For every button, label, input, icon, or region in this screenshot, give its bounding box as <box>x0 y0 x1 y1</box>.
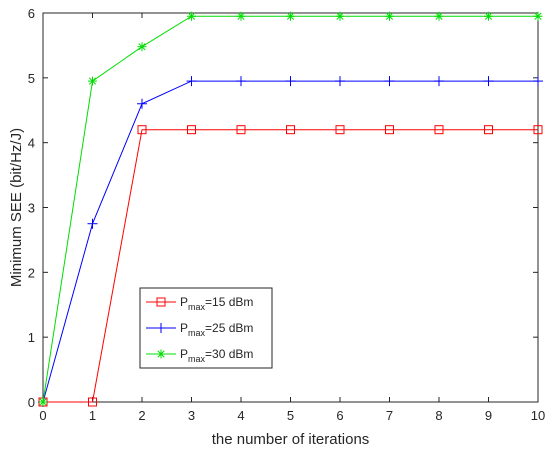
series-3 <box>38 11 543 407</box>
y-tick-label: 4 <box>28 136 35 151</box>
y-tick-label: 3 <box>28 201 35 216</box>
legend-label-suffix: =25 dBm <box>205 321 253 335</box>
x-tick-label: 0 <box>39 408 46 423</box>
legend-label-suffix: =30 dBm <box>205 347 253 361</box>
legend-label: Pmax=30 dBm <box>180 347 253 364</box>
data-point-square <box>236 125 246 135</box>
data-point-square <box>88 397 97 407</box>
data-point-asterisk <box>484 11 493 21</box>
x-tick-label: 8 <box>435 408 442 423</box>
data-point-asterisk <box>156 349 166 359</box>
data-point-asterisk <box>286 11 295 21</box>
x-tick-label: 10 <box>531 408 545 423</box>
data-point-square <box>533 125 543 135</box>
x-tick-label: 9 <box>485 408 492 423</box>
y-axis-label: Minimum SEE (bit/Hz/J) <box>8 128 25 287</box>
legend-label-main: P <box>180 321 188 335</box>
plot-frame <box>42 12 539 403</box>
data-point-plus <box>87 218 98 229</box>
data-point-plus <box>236 76 246 87</box>
data-point-square <box>187 125 196 135</box>
x-tick-label: 4 <box>237 408 244 423</box>
legend-label-main: P <box>180 347 188 361</box>
legend-label: Pmax=15 dBm <box>180 295 253 312</box>
data-point-plus <box>483 76 494 87</box>
data-point-plus <box>186 76 197 87</box>
data-point-asterisk <box>38 397 48 407</box>
legend-label-suffix: =15 dBm <box>205 295 253 309</box>
data-point-square <box>335 125 345 135</box>
legend-label-subscript: max <box>188 328 206 338</box>
series-line <box>43 129 538 403</box>
data-point-plus <box>434 76 444 87</box>
y-tick-label: 6 <box>28 6 35 21</box>
data-point-asterisk <box>533 11 543 21</box>
x-tick-label: 2 <box>138 408 145 423</box>
data-point-plus <box>156 323 166 333</box>
x-axis-label: the number of iterations <box>212 431 370 448</box>
y-tick-label: 2 <box>28 265 35 280</box>
x-tick-label: 6 <box>336 408 343 423</box>
data-point-square <box>434 125 444 135</box>
legend-label-subscript: max <box>188 302 206 312</box>
legend-item: Pmax=15 dBm <box>146 295 253 312</box>
data-point-square <box>156 297 166 307</box>
data-point-plus <box>335 76 345 87</box>
data-point-asterisk <box>434 11 444 21</box>
y-tick-label: 5 <box>28 71 35 86</box>
plot-area <box>42 12 539 403</box>
x-tick-label: 7 <box>386 408 393 423</box>
data-point-asterisk <box>137 42 147 52</box>
x-tick-label: 3 <box>188 408 195 423</box>
data-point-plus <box>137 98 147 109</box>
legend-label-subscript: max <box>188 354 206 364</box>
legend-label-main: P <box>180 295 188 309</box>
data-point-plus <box>533 76 543 87</box>
series-layer <box>38 11 543 407</box>
data-point-asterisk <box>88 76 97 86</box>
data-point-square <box>286 125 295 135</box>
data-point-asterisk <box>335 11 345 21</box>
data-point-asterisk <box>385 11 394 21</box>
legend-label: Pmax=25 dBm <box>180 321 253 338</box>
data-point-plus <box>384 76 395 87</box>
y-tick-label: 0 <box>28 395 35 410</box>
data-point-asterisk <box>236 11 246 21</box>
legend-item: Pmax=30 dBm <box>146 347 253 364</box>
x-tick-label: 1 <box>89 408 96 423</box>
legend-item: Pmax=25 dBm <box>146 321 253 338</box>
data-point-plus <box>285 76 296 87</box>
x-tick-label: 5 <box>287 408 294 423</box>
data-point-asterisk <box>187 11 196 21</box>
y-tick-label: 1 <box>28 330 35 345</box>
data-point-square <box>484 125 493 135</box>
data-point-square <box>385 125 394 135</box>
data-point-square <box>137 125 147 135</box>
